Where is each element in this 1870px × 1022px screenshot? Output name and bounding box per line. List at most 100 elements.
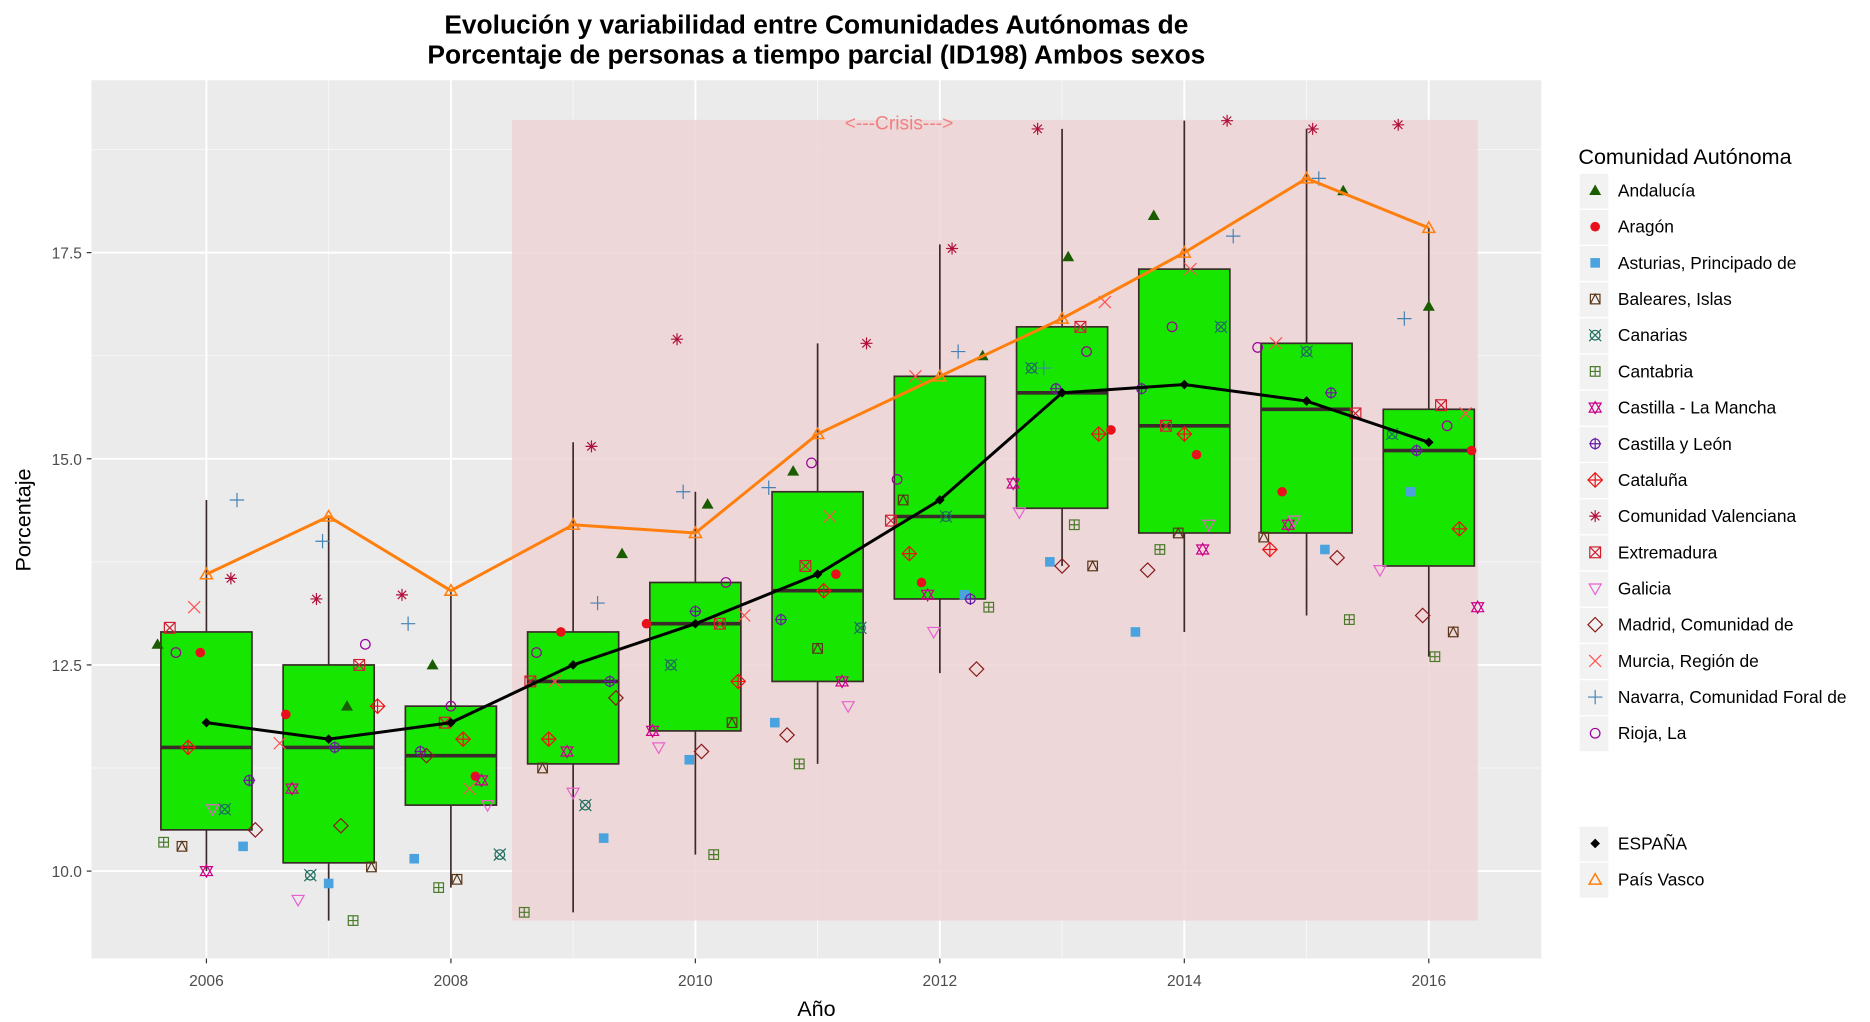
point-4-2008 (493, 848, 507, 862)
point-10-2010 (713, 617, 726, 630)
x-axis-label: Año (797, 996, 835, 1021)
diamond-marker (446, 717, 456, 728)
point-2-2015 (1320, 544, 1330, 555)
point-10-2016 (1435, 399, 1448, 412)
y-tick-label: 10.0 (52, 864, 83, 881)
plus-inner (158, 837, 169, 848)
legend-label: Baleares, Islas (1618, 289, 1732, 309)
box (1260, 342, 1353, 534)
plus-inner (1590, 366, 1600, 377)
point-3-2016 (1447, 625, 1459, 638)
point-15-2008 (445, 700, 457, 712)
triangle-down (199, 865, 214, 879)
point-6-2015 (1281, 517, 1296, 532)
point-10-2013 (1074, 320, 1087, 333)
triangle-down-marker (841, 701, 856, 714)
triangle-down (920, 589, 935, 603)
x-inner (799, 560, 812, 572)
plus-marker (590, 595, 605, 611)
plus-inner (370, 698, 385, 714)
plus-inner (348, 915, 358, 926)
x-inner (1160, 419, 1172, 432)
point-8-2012 (901, 545, 918, 562)
triangle-inner (176, 840, 188, 852)
point-2-2006 (238, 841, 248, 852)
diamond-marker (1329, 549, 1346, 566)
triangle-marker (1587, 872, 1603, 885)
point-7-2015 (1325, 386, 1337, 399)
line-point-2016 (1424, 437, 1434, 448)
plus-marker (315, 534, 330, 549)
triangle-down (835, 676, 850, 689)
x-marker (1588, 654, 1602, 668)
point-5-2014 (1154, 544, 1166, 555)
legend-item: Extremadura (1579, 535, 1718, 571)
point-13-2009 (548, 675, 562, 688)
point-6-2014 (1195, 542, 1210, 557)
triangle-marker (1589, 184, 1602, 195)
plus-inner (603, 675, 616, 688)
triangle-down-marker (480, 800, 495, 813)
point-2-2016 (1405, 486, 1416, 497)
point-14-2016 (1397, 311, 1412, 326)
diamond-marker (568, 660, 578, 670)
line-point-2008 (446, 717, 456, 728)
triangle-up (920, 587, 935, 600)
triangle-up (474, 773, 489, 786)
legend-icon (1589, 366, 1601, 377)
point-15-2010 (720, 577, 732, 588)
line-point-2006 (199, 566, 214, 580)
line-point-2011 (810, 426, 825, 440)
circle-marker (916, 577, 927, 588)
x-inner (1074, 321, 1087, 333)
legend-item: Navarra, Comunidad Foral de (1579, 680, 1847, 716)
plus-inner (1410, 444, 1423, 457)
legend-label: Rioja, La (1618, 723, 1687, 743)
diamond-marker (693, 743, 710, 760)
legend-icon (1589, 727, 1601, 739)
crisis-label: <---Crisis---> (845, 113, 954, 134)
x-inner (939, 510, 953, 523)
point-8-2007 (369, 698, 386, 715)
legend: Comunidad Autónoma Andalucía Aragón Asturi… (1578, 144, 1847, 898)
circle-marker (720, 577, 732, 588)
point-9-2011 (860, 337, 873, 350)
asterisk-marker (224, 572, 237, 585)
diamond-marker (968, 661, 985, 678)
square-marker (1405, 486, 1416, 497)
point-15-2006 (170, 647, 182, 658)
square-marker (353, 658, 366, 671)
point-0-2014 (1147, 209, 1160, 221)
circle-marker (1589, 727, 1601, 739)
point-11-2016 (1372, 565, 1387, 578)
plus-inner (541, 731, 556, 747)
point-15-2007 (359, 638, 371, 650)
point-1-2015 (1277, 486, 1287, 497)
point-2-2014 (1130, 627, 1141, 637)
legend-key (1579, 607, 1609, 643)
plus-inner (1177, 426, 1192, 442)
point-4-2013 (1025, 361, 1038, 375)
point-3-2008 (451, 873, 463, 885)
legend-label: ESPAÑA (1618, 833, 1688, 853)
point-13-2010 (737, 609, 751, 622)
asterisk-marker (1589, 510, 1602, 523)
point-13-2014 (1184, 262, 1197, 276)
triangle-down-marker (651, 742, 666, 755)
line-point-2012 (932, 368, 948, 382)
point-12-2009 (607, 689, 624, 706)
point-8-2014 (1176, 426, 1193, 443)
legend-label: Cataluña (1618, 470, 1688, 490)
point-8-2008 (455, 731, 472, 748)
point-10-2012 (884, 514, 897, 527)
square-marker (1589, 546, 1602, 559)
legend-icon (1588, 328, 1602, 342)
point-0-2016 (1422, 300, 1435, 311)
legend-item: Andalucía (1579, 173, 1695, 209)
point-8-2009 (540, 731, 557, 748)
x-inner (853, 621, 867, 635)
x-inner (303, 868, 317, 882)
diamond-marker (332, 817, 349, 834)
legend-item: Aragón (1579, 209, 1674, 245)
